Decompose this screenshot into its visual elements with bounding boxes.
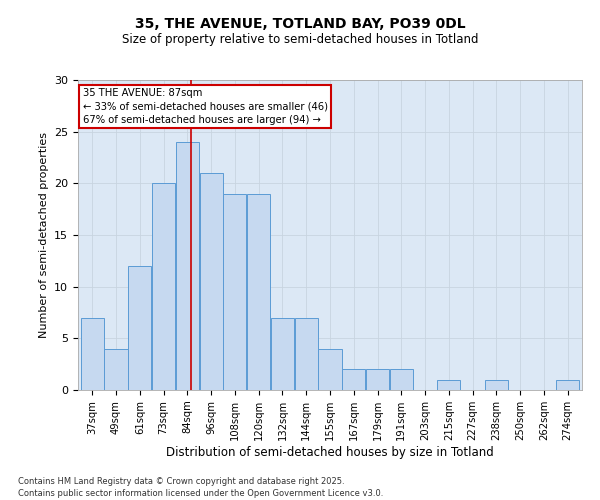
Text: 35 THE AVENUE: 87sqm
← 33% of semi-detached houses are smaller (46)
67% of semi-: 35 THE AVENUE: 87sqm ← 33% of semi-detac…: [83, 88, 328, 124]
X-axis label: Distribution of semi-detached houses by size in Totland: Distribution of semi-detached houses by …: [166, 446, 494, 458]
Bar: [104, 348, 128, 390]
Bar: [128, 266, 151, 390]
Bar: [342, 370, 365, 390]
Text: Size of property relative to semi-detached houses in Totland: Size of property relative to semi-detach…: [122, 32, 478, 46]
Bar: [366, 370, 389, 390]
Bar: [556, 380, 580, 390]
Bar: [271, 318, 294, 390]
Bar: [200, 173, 223, 390]
Bar: [319, 348, 341, 390]
Bar: [390, 370, 413, 390]
Bar: [176, 142, 199, 390]
Bar: [247, 194, 270, 390]
Bar: [437, 380, 460, 390]
Bar: [295, 318, 318, 390]
Y-axis label: Number of semi-detached properties: Number of semi-detached properties: [38, 132, 49, 338]
Bar: [152, 184, 175, 390]
Text: 35, THE AVENUE, TOTLAND BAY, PO39 0DL: 35, THE AVENUE, TOTLAND BAY, PO39 0DL: [134, 18, 466, 32]
Bar: [80, 318, 104, 390]
Text: Contains HM Land Registry data © Crown copyright and database right 2025.
Contai: Contains HM Land Registry data © Crown c…: [18, 476, 383, 498]
Bar: [223, 194, 247, 390]
Bar: [485, 380, 508, 390]
